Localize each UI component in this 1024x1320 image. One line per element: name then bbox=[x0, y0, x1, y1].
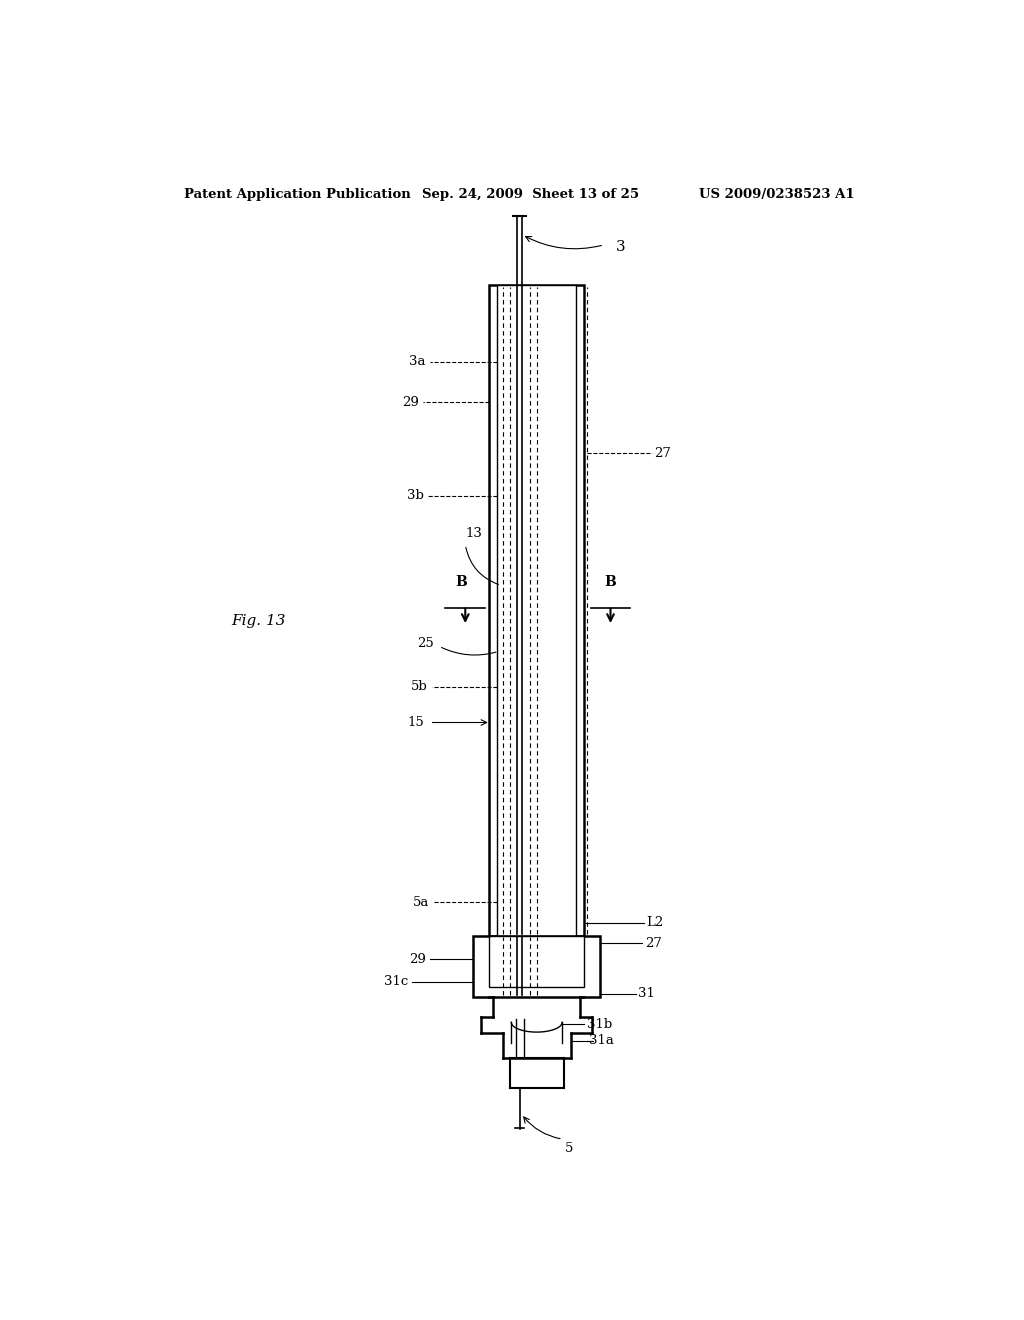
Text: 29: 29 bbox=[402, 396, 419, 409]
Bar bbox=[489, 285, 585, 936]
Text: B: B bbox=[456, 576, 467, 589]
Bar bbox=[497, 285, 577, 936]
Text: 5b: 5b bbox=[412, 680, 428, 693]
Text: 3b: 3b bbox=[408, 490, 424, 503]
Text: 5: 5 bbox=[564, 1142, 572, 1155]
Bar bbox=[489, 936, 585, 987]
Text: 3: 3 bbox=[616, 240, 626, 253]
Text: 3a: 3a bbox=[410, 355, 426, 368]
Text: 31c: 31c bbox=[384, 975, 409, 989]
Text: Sep. 24, 2009  Sheet 13 of 25: Sep. 24, 2009 Sheet 13 of 25 bbox=[422, 189, 639, 202]
Text: 29: 29 bbox=[409, 953, 426, 966]
Text: 31a: 31a bbox=[589, 1034, 614, 1047]
Bar bbox=[473, 936, 600, 997]
Text: 27: 27 bbox=[654, 446, 671, 459]
Text: US 2009/0238523 A1: US 2009/0238523 A1 bbox=[699, 189, 855, 202]
Text: L2: L2 bbox=[646, 916, 664, 929]
Text: 13: 13 bbox=[465, 527, 482, 540]
Text: 5a: 5a bbox=[414, 896, 430, 909]
Text: 25: 25 bbox=[418, 636, 434, 649]
Text: Patent Application Publication: Patent Application Publication bbox=[183, 189, 411, 202]
Text: 15: 15 bbox=[408, 715, 424, 729]
Text: B: B bbox=[604, 576, 616, 589]
Text: 27: 27 bbox=[645, 937, 662, 949]
Text: 31: 31 bbox=[638, 987, 655, 1001]
Text: Fig. 13: Fig. 13 bbox=[231, 614, 286, 628]
Text: 31b: 31b bbox=[587, 1018, 612, 1031]
